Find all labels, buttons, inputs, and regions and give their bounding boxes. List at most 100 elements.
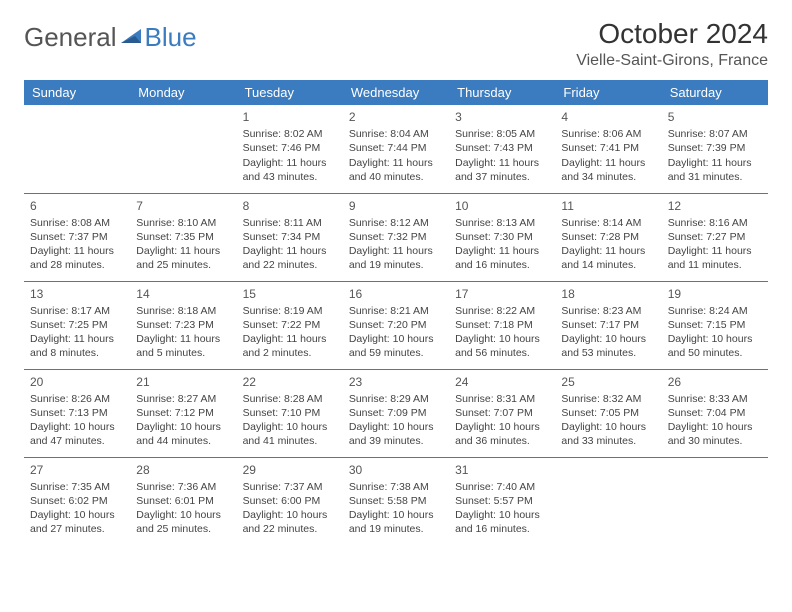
day-number: 7 <box>136 198 230 214</box>
sunrise-line: Sunrise: 8:13 AM <box>455 216 549 230</box>
calendar-body: 1Sunrise: 8:02 AMSunset: 7:46 PMDaylight… <box>24 105 768 545</box>
sunrise-line: Sunrise: 8:07 AM <box>668 127 762 141</box>
day-cell: 15Sunrise: 8:19 AMSunset: 7:22 PMDayligh… <box>237 281 343 369</box>
sunrise-line: Sunrise: 8:26 AM <box>30 392 124 406</box>
daylight-line: Daylight: 10 hours and 53 minutes. <box>561 332 655 360</box>
daylight-line: Daylight: 10 hours and 33 minutes. <box>561 420 655 448</box>
sunrise-line: Sunrise: 8:12 AM <box>349 216 443 230</box>
sunrise-line: Sunrise: 8:06 AM <box>561 127 655 141</box>
weekday-header: Friday <box>555 80 661 105</box>
calendar-row: 1Sunrise: 8:02 AMSunset: 7:46 PMDaylight… <box>24 105 768 193</box>
sunset-line: Sunset: 6:01 PM <box>136 494 230 508</box>
daylight-line: Daylight: 11 hours and 43 minutes. <box>243 156 337 184</box>
sunset-line: Sunset: 7:04 PM <box>668 406 762 420</box>
empty-cell <box>24 105 130 193</box>
sunset-line: Sunset: 7:12 PM <box>136 406 230 420</box>
weekday-header-row: Sunday Monday Tuesday Wednesday Thursday… <box>24 80 768 105</box>
day-number: 3 <box>455 109 549 125</box>
sunrise-line: Sunrise: 8:05 AM <box>455 127 549 141</box>
day-number: 28 <box>136 462 230 478</box>
sunset-line: Sunset: 7:27 PM <box>668 230 762 244</box>
title-block: October 2024 Vielle-Saint-Girons, France <box>576 18 768 70</box>
empty-cell <box>555 457 661 545</box>
daylight-line: Daylight: 11 hours and 40 minutes. <box>349 156 443 184</box>
day-cell: 22Sunrise: 8:28 AMSunset: 7:10 PMDayligh… <box>237 369 343 457</box>
day-number: 19 <box>668 286 762 302</box>
daylight-line: Daylight: 10 hours and 22 minutes. <box>243 508 337 536</box>
day-cell: 11Sunrise: 8:14 AMSunset: 7:28 PMDayligh… <box>555 193 661 281</box>
sunrise-line: Sunrise: 8:14 AM <box>561 216 655 230</box>
daylight-line: Daylight: 10 hours and 44 minutes. <box>136 420 230 448</box>
day-number: 8 <box>243 198 337 214</box>
day-cell: 28Sunrise: 7:36 AMSunset: 6:01 PMDayligh… <box>130 457 236 545</box>
day-number: 29 <box>243 462 337 478</box>
day-number: 25 <box>561 374 655 390</box>
day-cell: 17Sunrise: 8:22 AMSunset: 7:18 PMDayligh… <box>449 281 555 369</box>
day-number: 1 <box>243 109 337 125</box>
sunset-line: Sunset: 7:07 PM <box>455 406 549 420</box>
day-number: 26 <box>668 374 762 390</box>
daylight-line: Daylight: 10 hours and 39 minutes. <box>349 420 443 448</box>
day-number: 16 <box>349 286 443 302</box>
daylight-line: Daylight: 11 hours and 25 minutes. <box>136 244 230 272</box>
sunset-line: Sunset: 7:43 PM <box>455 141 549 155</box>
day-number: 10 <box>455 198 549 214</box>
sunset-line: Sunset: 5:58 PM <box>349 494 443 508</box>
day-cell: 30Sunrise: 7:38 AMSunset: 5:58 PMDayligh… <box>343 457 449 545</box>
daylight-line: Daylight: 10 hours and 30 minutes. <box>668 420 762 448</box>
day-number: 23 <box>349 374 443 390</box>
day-cell: 9Sunrise: 8:12 AMSunset: 7:32 PMDaylight… <box>343 193 449 281</box>
sunset-line: Sunset: 7:20 PM <box>349 318 443 332</box>
day-cell: 7 Sunrise: 8:10 AMSunset: 7:35 PMDaylight… <box>130 193 236 281</box>
sunrise-line: Sunrise: 8:23 AM <box>561 304 655 318</box>
daylight-line: Daylight: 11 hours and 2 minutes. <box>243 332 337 360</box>
daylight-line: Daylight: 10 hours and 47 minutes. <box>30 420 124 448</box>
sunrise-line: Sunrise: 8:10 AM <box>136 216 230 230</box>
sunrise-line: Sunrise: 7:37 AM <box>243 480 337 494</box>
sunset-line: Sunset: 7:35 PM <box>136 230 230 244</box>
daylight-line: Daylight: 10 hours and 16 minutes. <box>455 508 549 536</box>
sunrise-line: Sunrise: 7:38 AM <box>349 480 443 494</box>
weekday-header: Sunday <box>24 80 130 105</box>
daylight-line: Daylight: 11 hours and 19 minutes. <box>349 244 443 272</box>
sunrise-line: Sunrise: 8:29 AM <box>349 392 443 406</box>
sunset-line: Sunset: 7:34 PM <box>243 230 337 244</box>
sunset-line: Sunset: 7:46 PM <box>243 141 337 155</box>
day-number: 4 <box>561 109 655 125</box>
month-title: October 2024 <box>576 18 768 50</box>
sunrise-line: Sunrise: 8:33 AM <box>668 392 762 406</box>
day-number: 9 <box>349 198 443 214</box>
day-number: 5 <box>668 109 762 125</box>
daylight-line: Daylight: 10 hours and 59 minutes. <box>349 332 443 360</box>
sunrise-line: Sunrise: 8:16 AM <box>668 216 762 230</box>
weekday-header: Monday <box>130 80 236 105</box>
logo-text-general: General <box>24 22 117 53</box>
sunrise-line: Sunrise: 8:28 AM <box>243 392 337 406</box>
daylight-line: Daylight: 11 hours and 8 minutes. <box>30 332 124 360</box>
day-cell: 26 Sunrise: 8:33 AMSunset: 7:04 PMDayligh… <box>662 369 768 457</box>
daylight-line: Daylight: 10 hours and 50 minutes. <box>668 332 762 360</box>
calendar-row: 27Sunrise: 7:35 AMSunset: 6:02 PMDayligh… <box>24 457 768 545</box>
logo: General Blue <box>24 22 197 53</box>
day-cell: 18Sunrise: 8:23 AMSunset: 7:17 PMDayligh… <box>555 281 661 369</box>
day-number: 13 <box>30 286 124 302</box>
sunset-line: Sunset: 7:10 PM <box>243 406 337 420</box>
day-cell: 1Sunrise: 8:02 AMSunset: 7:46 PMDaylight… <box>237 105 343 193</box>
sunrise-line: Sunrise: 8:21 AM <box>349 304 443 318</box>
sunset-line: Sunset: 7:41 PM <box>561 141 655 155</box>
daylight-line: Daylight: 11 hours and 5 minutes. <box>136 332 230 360</box>
daylight-line: Daylight: 11 hours and 16 minutes. <box>455 244 549 272</box>
day-cell: 13Sunrise: 8:17 AMSunset: 7:25 PMDayligh… <box>24 281 130 369</box>
sunset-line: Sunset: 7:09 PM <box>349 406 443 420</box>
location: Vielle-Saint-Girons, France <box>576 52 768 70</box>
day-number: 24 <box>455 374 549 390</box>
header: General Blue October 2024 Vielle-Saint-G… <box>24 18 768 70</box>
day-number: 27 <box>30 462 124 478</box>
sunset-line: Sunset: 7:37 PM <box>30 230 124 244</box>
sunset-line: Sunset: 7:13 PM <box>30 406 124 420</box>
calendar-row: 13Sunrise: 8:17 AMSunset: 7:25 PMDayligh… <box>24 281 768 369</box>
sunrise-line: Sunrise: 8:24 AM <box>668 304 762 318</box>
day-number: 20 <box>30 374 124 390</box>
day-number: 30 <box>349 462 443 478</box>
sunset-line: Sunset: 7:17 PM <box>561 318 655 332</box>
